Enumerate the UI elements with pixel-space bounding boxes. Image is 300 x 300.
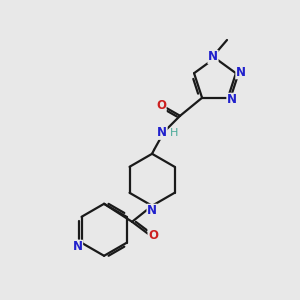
- Text: N: N: [157, 126, 167, 139]
- Text: N: N: [227, 93, 237, 106]
- Text: O: O: [148, 229, 158, 242]
- Text: N: N: [73, 240, 82, 253]
- Text: O: O: [156, 99, 166, 112]
- Text: N: N: [208, 50, 218, 64]
- Text: N: N: [147, 204, 157, 217]
- Text: N: N: [236, 66, 246, 79]
- Text: H: H: [170, 128, 178, 138]
